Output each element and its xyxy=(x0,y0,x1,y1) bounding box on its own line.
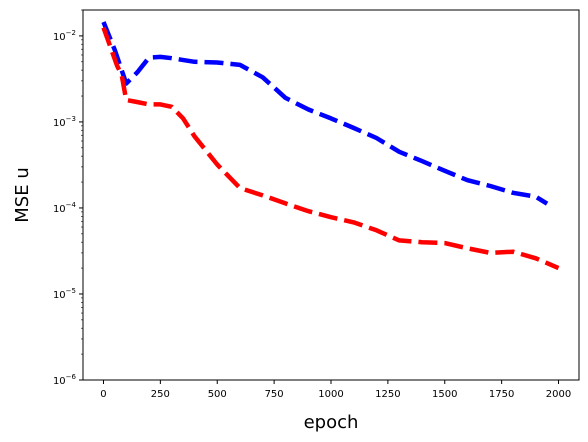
x-tick-label: 1000 xyxy=(318,389,343,400)
series-layer xyxy=(101,21,560,271)
x-axis: 0 250 500 750 1000 1250 1500 1750 2000 xyxy=(100,380,571,400)
x-tick-label: 0 xyxy=(100,389,106,400)
x-tick-label: 250 xyxy=(151,389,170,400)
y-axis: 10−6 10−5 10−4 10−3 10−2 xyxy=(53,9,83,387)
x-tick-label: 1250 xyxy=(375,389,400,400)
series-line-2 xyxy=(101,26,560,271)
x-axis-label: epoch xyxy=(304,412,359,433)
x-tick-label: 1500 xyxy=(432,389,457,400)
series-line-1 xyxy=(101,21,549,206)
x-tick-label: 2000 xyxy=(546,389,571,400)
y-axis-label: MSE u xyxy=(12,167,33,222)
y-tick-label: 10−5 xyxy=(53,287,76,301)
x-tick-label: 750 xyxy=(265,389,284,400)
x-tick-label: 500 xyxy=(208,389,227,400)
y-tick-label: 10−4 xyxy=(53,201,77,215)
y-tick-label: 10−2 xyxy=(53,29,76,43)
y-tick-label: 10−6 xyxy=(53,373,77,387)
x-tick-label: 1750 xyxy=(489,389,514,400)
y-tick-label: 10−3 xyxy=(53,115,76,129)
